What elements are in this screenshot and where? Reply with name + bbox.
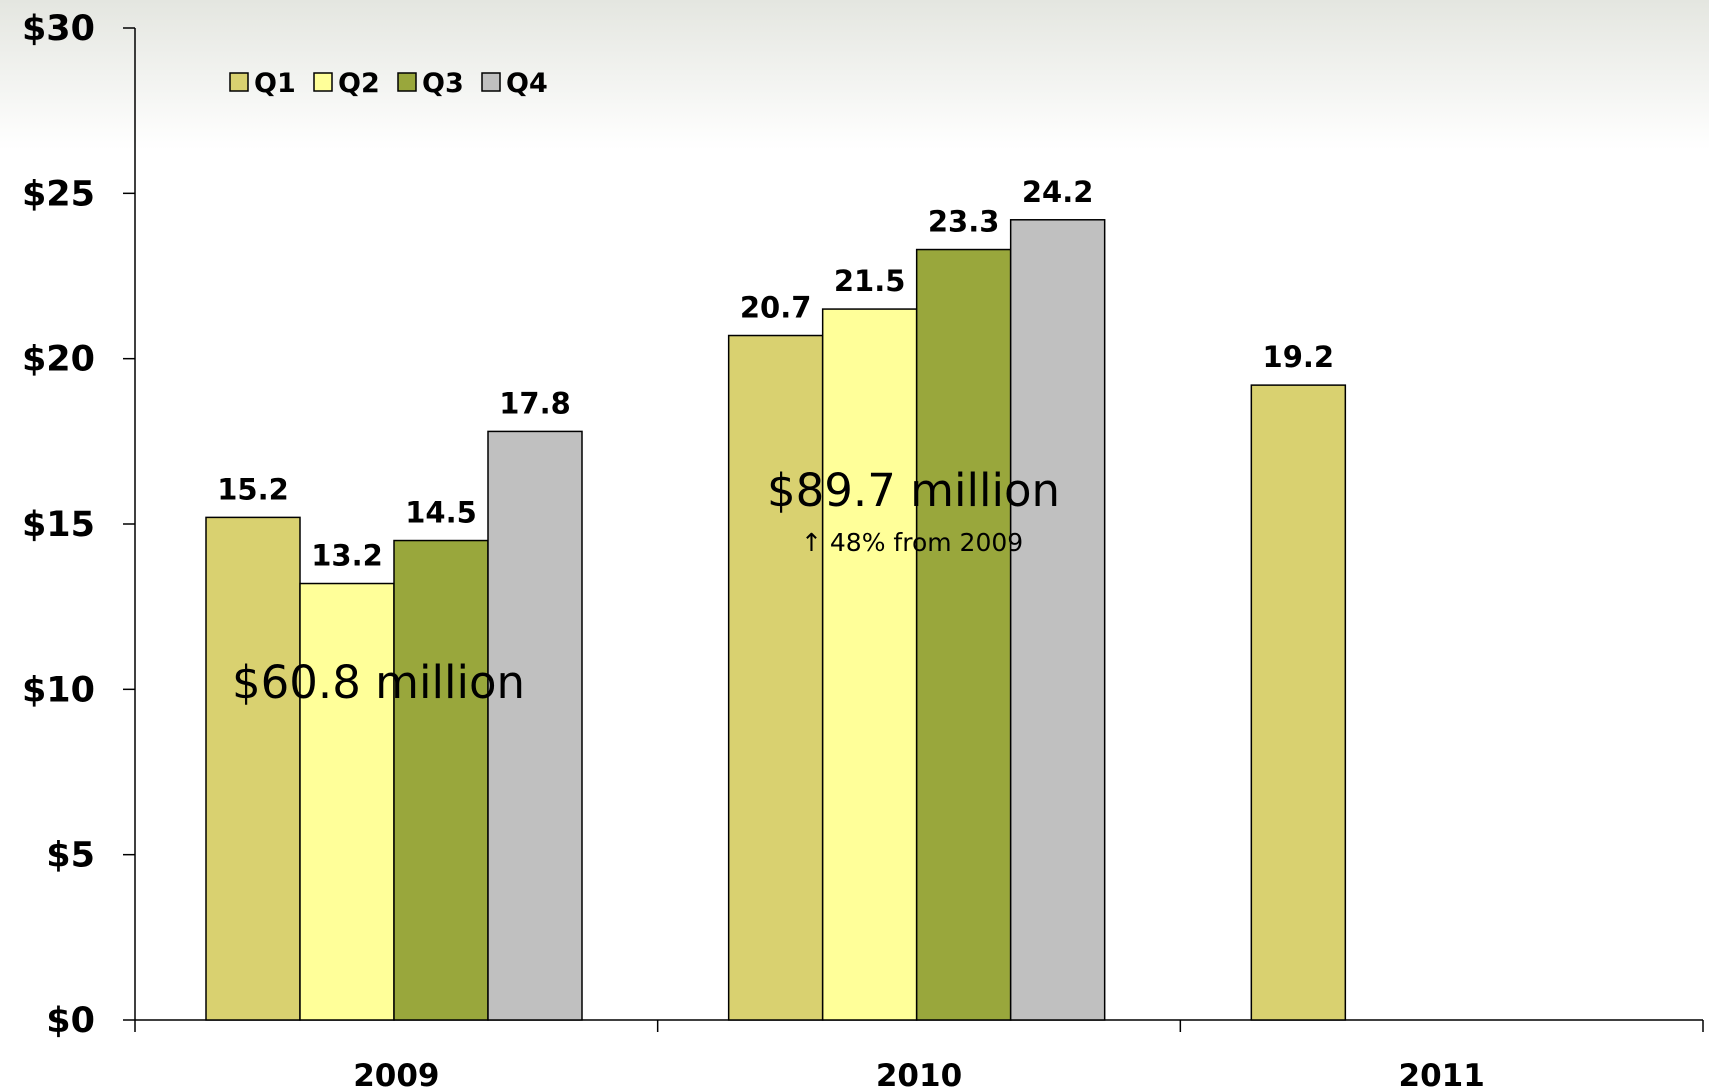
bar-2010-q4 [1009, 219, 1106, 1021]
y-tick-label: $5 [46, 836, 95, 876]
bar-2010-q1 [727, 334, 824, 1021]
data-label: 19.2 [1263, 340, 1335, 374]
y-tick-label: $10 [22, 670, 95, 710]
y-tick-label: $30 [22, 9, 95, 49]
legend-label-q1: Q1 [254, 68, 296, 99]
x-tick-label: 2009 [353, 1058, 439, 1092]
background-fade [0, 0, 1709, 150]
legend-label-q3: Q3 [422, 68, 464, 99]
legend: Q1 Q2 Q3 Q4 [229, 68, 548, 99]
annotations: $60.8 million $89.7 million ↑ 48% from 200… [232, 464, 1060, 709]
x-tick-label: 2011 [1399, 1058, 1485, 1092]
axes: $0 $5 $10 $15 $20 $25 $30 2009 2010 2011 [22, 9, 1704, 1092]
y-tick-label: $20 [22, 340, 95, 380]
data-labels: 15.2 13.2 14.5 17.8 20.7 21.5 23.3 24.2 19.2 [217, 175, 1334, 573]
y-tick-label: $0 [46, 1001, 95, 1041]
data-label: 23.3 [928, 205, 1000, 239]
legend-label-q2: Q2 [338, 68, 380, 99]
bar-2009-q1 [205, 516, 301, 1021]
bar-2009-q4 [487, 430, 583, 1021]
y-tick-label: $15 [22, 505, 95, 545]
data-label: 20.7 [740, 291, 812, 325]
legend-swatch-q2 [313, 72, 333, 92]
legend-swatch-q4 [481, 72, 501, 92]
legend-label-q4: Q4 [506, 68, 548, 99]
data-label: 24.2 [1022, 175, 1094, 209]
annotation-growth: ↑ 48% from 2009 [801, 528, 1023, 557]
data-label: 15.2 [217, 472, 289, 506]
y-tick-label: $25 [22, 174, 95, 214]
bars [205, 219, 1347, 1021]
bar-2009-q3 [393, 539, 489, 1021]
data-label: 14.5 [405, 496, 477, 530]
x-tick-label: 2010 [876, 1058, 962, 1092]
bar-2011-q1 [1250, 384, 1347, 1021]
bar-2010-q3 [915, 248, 1012, 1021]
data-label: 21.5 [834, 264, 906, 298]
annotation-total: $60.8 million [232, 656, 525, 709]
data-label: 13.2 [311, 539, 383, 573]
bar-2010-q2 [821, 308, 918, 1021]
bar-2009-q2 [299, 582, 395, 1021]
data-label: 17.8 [499, 386, 571, 420]
legend-swatch-q1 [229, 72, 249, 92]
annotation-total: $89.7 million [767, 464, 1060, 517]
legend-swatch-q3 [397, 72, 417, 92]
